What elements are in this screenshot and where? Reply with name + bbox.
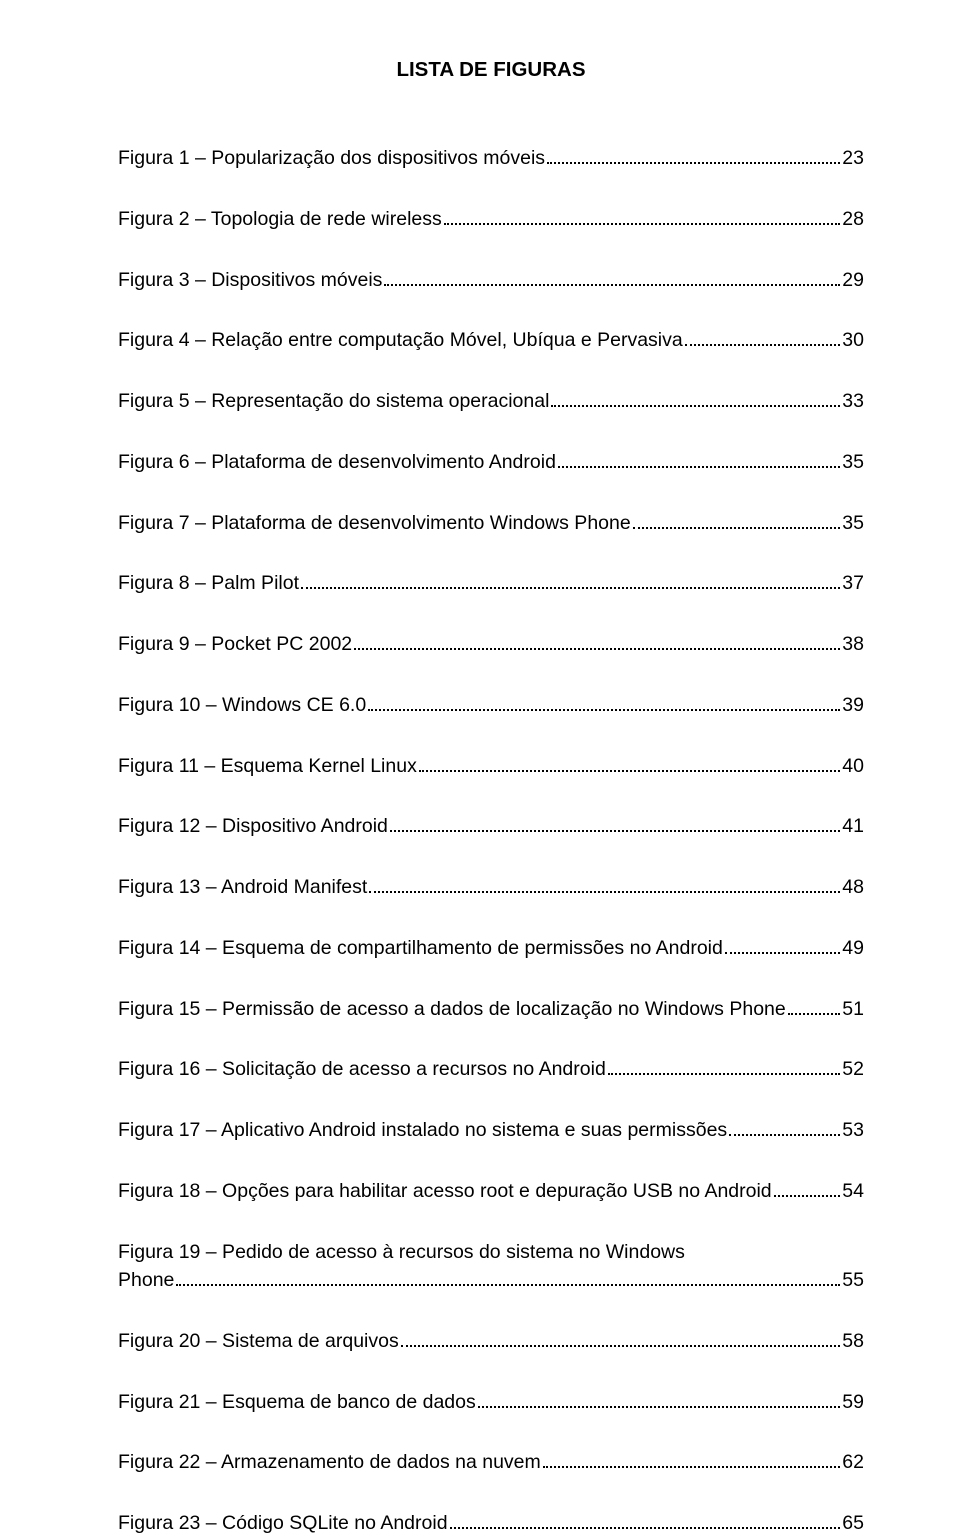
dot-leader xyxy=(444,208,841,225)
dot-leader xyxy=(774,1180,841,1197)
figure-entry-page: 39 xyxy=(842,691,864,719)
figure-entry: Figura 22 – Armazenamento de dados na nu… xyxy=(118,1448,864,1476)
dot-leader xyxy=(547,147,840,164)
figure-entry-label: Figura 22 – Armazenamento de dados na nu… xyxy=(118,1448,541,1476)
dot-leader xyxy=(788,998,841,1015)
figure-entry-label: Figura 7 – Plataforma de desenvolvimento… xyxy=(118,509,631,537)
dot-leader xyxy=(390,816,840,833)
figure-entry-page: 38 xyxy=(842,630,864,658)
figure-entry-label: Figura 10 – Windows CE 6.0 xyxy=(118,691,366,719)
dot-leader xyxy=(450,1512,841,1529)
dot-leader xyxy=(478,1391,841,1408)
dot-leader xyxy=(685,330,841,347)
figure-entry-page: 33 xyxy=(842,387,864,415)
figure-entry: Figura 19 – Pedido de acesso à recursos … xyxy=(118,1238,864,1295)
figure-entry-page: 35 xyxy=(842,448,864,476)
figure-entry-page: 53 xyxy=(842,1116,864,1144)
figure-entry: Figura 12 – Dispositivo Android 41 xyxy=(118,812,864,840)
figure-entry-label: Figura 4 – Relação entre computação Móve… xyxy=(118,326,683,354)
figure-entry: Figura 7 – Plataforma de desenvolvimento… xyxy=(118,509,864,537)
dot-leader xyxy=(558,451,840,468)
dot-leader xyxy=(551,390,840,407)
figure-entry-page: 48 xyxy=(842,873,864,901)
figure-entry-label: Figura 8 – Palm Pilot xyxy=(118,569,299,597)
figure-entry-page: 35 xyxy=(842,509,864,537)
figure-entry-page: 30 xyxy=(842,326,864,354)
figure-entry: Figura 6 – Plataforma de desenvolvimento… xyxy=(118,448,864,476)
figure-entry: Figura 15 – Permissão de acesso a dados … xyxy=(118,995,864,1023)
figure-entry-page: 52 xyxy=(842,1055,864,1083)
dot-leader xyxy=(369,877,840,894)
figure-entry-page: 62 xyxy=(842,1448,864,1476)
figure-entry-label: Figura 1 – Popularização dos dispositivo… xyxy=(118,144,545,172)
dot-leader xyxy=(725,937,840,954)
figure-entry-label: Figura 19 – Pedido de acesso à recursos … xyxy=(118,1238,864,1266)
figure-entry-page: 65 xyxy=(842,1509,864,1537)
dot-leader xyxy=(401,1330,841,1347)
figure-entry-page: 49 xyxy=(842,934,864,962)
figure-entry: Figura 3 – Dispositivos móveis 29 xyxy=(118,266,864,294)
figure-entry: Figura 1 – Popularização dos dispositivo… xyxy=(118,144,864,172)
figure-entry-label: Figura 17 – Aplicativo Android instalado… xyxy=(118,1116,727,1144)
figure-entry-label: Figura 9 – Pocket PC 2002 xyxy=(118,630,352,658)
figure-entry: Figura 18 – Opções para habilitar acesso… xyxy=(118,1177,864,1205)
figure-entry-label-cont: Phone xyxy=(118,1266,174,1294)
figure-entry-page: 58 xyxy=(842,1327,864,1355)
figure-entry-label: Figura 13 – Android Manifest xyxy=(118,873,367,901)
dot-leader xyxy=(633,512,841,529)
figure-entry-page: 41 xyxy=(842,812,864,840)
figure-entry: Figura 4 – Relação entre computação Móve… xyxy=(118,326,864,354)
dot-leader xyxy=(608,1059,841,1076)
figure-entry: Figura 14 – Esquema de compartilhamento … xyxy=(118,934,864,962)
figure-entry-label: Figura 5 – Representação do sistema oper… xyxy=(118,387,549,415)
figure-entry-label: Figura 14 – Esquema de compartilhamento … xyxy=(118,934,723,962)
figure-entry-label: Figura 2 – Topologia de rede wireless xyxy=(118,205,442,233)
figure-entry-label: Figura 20 – Sistema de arquivos xyxy=(118,1327,399,1355)
figure-entry-page: 40 xyxy=(842,752,864,780)
figure-entry-label: Figura 12 – Dispositivo Android xyxy=(118,812,388,840)
figure-entry-page: 55 xyxy=(842,1266,864,1294)
dot-leader xyxy=(176,1269,840,1286)
dot-leader xyxy=(354,634,840,651)
figure-entry-label: Figura 11 – Esquema Kernel Linux xyxy=(118,752,417,780)
figure-entry-label: Figura 23 – Código SQLite no Android xyxy=(118,1509,448,1537)
dot-leader xyxy=(384,269,840,286)
figure-entry-page: 54 xyxy=(842,1177,864,1205)
figure-entry-page: 59 xyxy=(842,1388,864,1416)
figure-entry-label: Figura 3 – Dispositivos móveis xyxy=(118,266,382,294)
figure-entry-label: Figura 18 – Opções para habilitar acesso… xyxy=(118,1177,772,1205)
page-title: LISTA DE FIGURAS xyxy=(118,58,864,82)
figure-entry: Figura 2 – Topologia de rede wireless 28 xyxy=(118,205,864,233)
figure-entry-page: 23 xyxy=(842,144,864,172)
figure-entry-page: 28 xyxy=(842,205,864,233)
figure-entry: Figura 16 – Solicitação de acesso a recu… xyxy=(118,1055,864,1083)
figure-entry: Figura 20 – Sistema de arquivos 58 xyxy=(118,1327,864,1355)
figure-entry-label: Figura 15 – Permissão de acesso a dados … xyxy=(118,995,786,1023)
dot-leader xyxy=(301,573,840,590)
figure-entry: Figura 5 – Representação do sistema oper… xyxy=(118,387,864,415)
dot-leader xyxy=(543,1452,841,1469)
figure-entry: Figura 9 – Pocket PC 2002 38 xyxy=(118,630,864,658)
dot-leader xyxy=(419,755,840,772)
figure-entry-label: Figura 16 – Solicitação de acesso a recu… xyxy=(118,1055,606,1083)
figure-entry-page: 51 xyxy=(842,995,864,1023)
figure-entry: Figura 13 – Android Manifest 48 xyxy=(118,873,864,901)
figure-entry: Figura 21 – Esquema de banco de dados 59 xyxy=(118,1388,864,1416)
figure-entry: Figura 17 – Aplicativo Android instalado… xyxy=(118,1116,864,1144)
figure-entry-page: 37 xyxy=(842,569,864,597)
figure-entry: Figura 10 – Windows CE 6.0 39 xyxy=(118,691,864,719)
figure-entry: Figura 11 – Esquema Kernel Linux 40 xyxy=(118,752,864,780)
figure-entry: Figura 23 – Código SQLite no Android 65 xyxy=(118,1509,864,1537)
dot-leader xyxy=(729,1120,840,1137)
figure-entry-label: Figura 21 – Esquema de banco de dados xyxy=(118,1388,476,1416)
figure-entry: Figura 8 – Palm Pilot 37 xyxy=(118,569,864,597)
dot-leader xyxy=(368,694,840,711)
figure-entry-label: Figura 6 – Plataforma de desenvolvimento… xyxy=(118,448,556,476)
figure-entry-page: 29 xyxy=(842,266,864,294)
figure-list: Figura 1 – Popularização dos dispositivo… xyxy=(118,144,864,1537)
